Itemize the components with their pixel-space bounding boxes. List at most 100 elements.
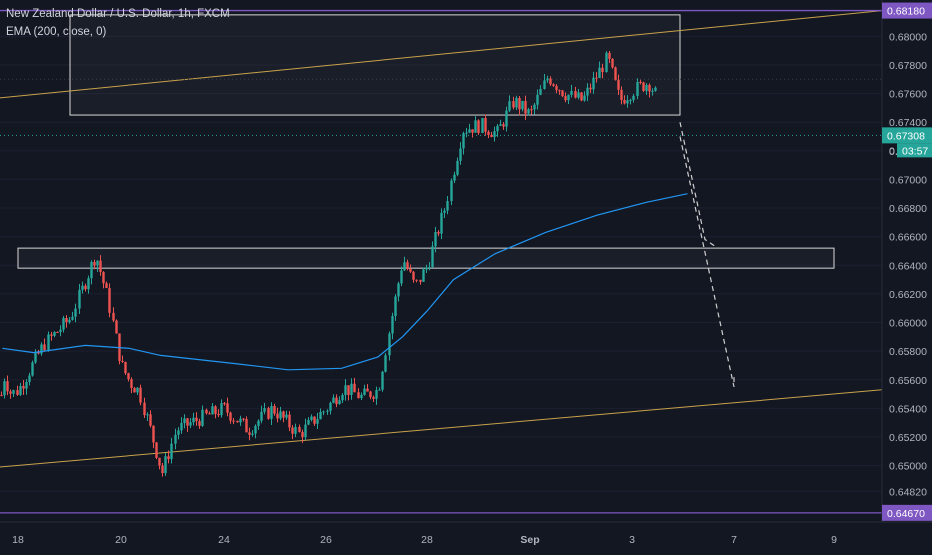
candle-body [214,406,217,414]
projection-layer [679,122,735,388]
candle-body [437,232,440,234]
candle-body [217,413,220,416]
trendline-2 [0,389,883,468]
candle-body [25,382,28,389]
price-tick-label: 0.67400 [889,117,927,129]
candle-body [422,269,425,282]
time-tick-label: 18 [12,534,24,546]
candle-body [282,411,285,418]
candle-body [403,262,406,271]
candle-body [505,110,508,127]
candle-body [580,92,583,101]
candle-body [608,52,611,59]
candle-body [326,410,329,412]
candle-body [59,329,62,333]
candle-body [353,383,356,393]
candle-body [614,67,617,80]
trendlines-layer [0,10,883,468]
candle-body [263,408,266,412]
candle-body [232,420,235,422]
candle-body [201,409,204,426]
candle-body [115,320,118,334]
candle-body [211,406,214,415]
candle-body [16,390,19,395]
candle-body [412,271,415,280]
candle-body [617,79,620,90]
candle-body [9,391,12,394]
time-tick-label: 9 [831,534,837,546]
candle-body [574,91,577,98]
candle-body [539,88,542,95]
candle-body [632,95,635,100]
candle-body [136,387,139,393]
candle-body [143,402,146,416]
candle-body [654,87,657,91]
candle-body [524,100,527,114]
candle-body [453,174,456,181]
candle-body [496,125,499,132]
candle-body [313,416,316,424]
candle-body [397,283,400,297]
candle-body [443,210,446,213]
candle-body [415,279,418,281]
candle-body [648,84,651,92]
candle-body [307,419,310,425]
candle-body [288,414,291,428]
candle-body [332,397,335,403]
price-axis-layer: 0.680000.678000.676000.674000.672000.670… [881,0,932,550]
candle-body [381,371,384,390]
candle-body [152,425,155,443]
chart-legend: New Zealand Dollar / U.S. Dollar, 1h, FX… [6,5,230,41]
ema-indicator-label[interactable]: EMA (200, close, 0) [6,26,107,38]
candle-body [431,246,434,268]
candle-body [329,402,332,411]
candle-body [446,201,449,211]
candle-body [62,318,65,330]
candle-body [477,120,480,134]
candle-body [31,362,34,376]
candle-body [146,414,149,416]
candle-body [394,296,397,317]
candle-body [298,426,301,433]
candle-body [521,100,524,110]
candle-body [22,386,25,389]
candle-body [570,91,573,95]
candle-body [239,418,242,423]
price-tick-label: 0.65800 [889,346,927,358]
ema-line [2,193,688,371]
candle-body [546,78,549,81]
symbol-title[interactable]: New Zealand Dollar / U.S. Dollar, 1h, FX… [6,8,230,20]
candle-body [251,433,254,435]
candle-body [555,85,558,91]
candle-body [177,430,180,435]
candle-body [642,82,645,91]
candle-body [279,411,282,419]
candle-body [192,417,195,423]
price-tick-label: 0.65000 [889,461,927,473]
candle-body [105,283,108,288]
candle-body [3,381,6,396]
candle-body [108,287,111,313]
candle-body [536,94,539,105]
candle-body [28,375,31,383]
candle-body [459,148,462,161]
candle-body [626,100,629,104]
candle-body [180,423,183,431]
candle-body [406,262,409,269]
time-tick-label: 3 [629,534,635,546]
candle-body [50,334,53,336]
candle-body [285,414,288,418]
candle-body [366,388,369,392]
candle-body [350,383,353,395]
candle-body [158,457,161,466]
candle-body [198,421,201,426]
time-tick-label: 28 [421,534,433,546]
candle-body [310,416,313,420]
candle-body [471,129,474,133]
candle-body [512,101,515,108]
candle-body [493,131,496,138]
price-tick-label: 0.66400 [889,260,927,272]
candle-body [428,267,431,269]
